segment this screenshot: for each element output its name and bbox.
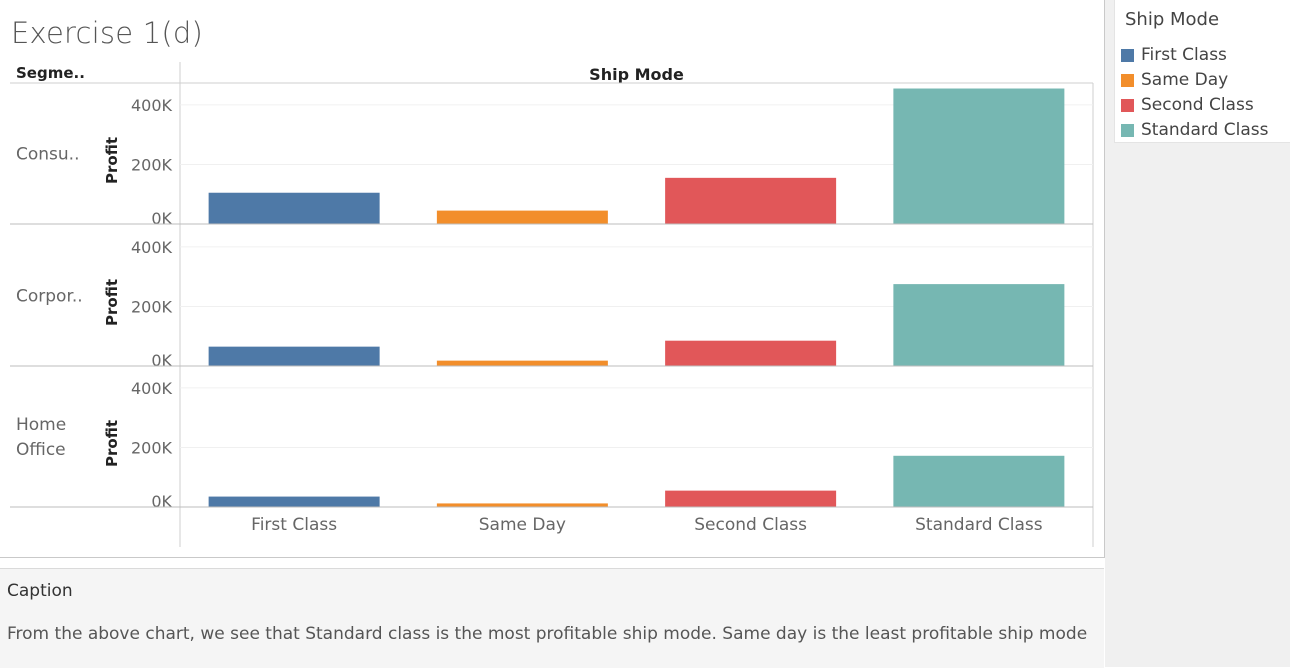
y-axis-title: Profit — [103, 137, 121, 184]
x-tick-label: Second Class — [694, 515, 807, 535]
y-axis-title: Profit — [103, 279, 121, 326]
bar-second-class — [665, 177, 837, 224]
bar-second-class — [665, 490, 837, 507]
y-tick-label: 400K — [131, 96, 173, 115]
legend-item-same-day[interactable]: Same Day — [1121, 70, 1228, 90]
sheet-title: Exercise 1(d) — [11, 16, 203, 50]
column-header: Ship Mode — [589, 65, 684, 84]
bar-second-class — [665, 340, 837, 366]
worksheet: Exercise 1(d) Segme.. Ship Mode Consu.. Pro… — [0, 0, 1105, 558]
legend-swatch — [1121, 98, 1134, 112]
bar-same-day — [436, 503, 608, 507]
legend-item-standard-class[interactable]: Standard Class — [1121, 120, 1268, 140]
segment-label: Consu.. — [16, 145, 79, 165]
y-axis-title: Profit — [103, 420, 121, 467]
segment-label: Corpor.. — [16, 287, 83, 307]
x-tick-label: Standard Class — [915, 515, 1043, 535]
caption-panel: Caption From the above chart, we see tha… — [0, 568, 1104, 668]
segment-label: Office — [16, 440, 66, 460]
bar-chart: Segme.. Ship Mode Consu.. Profit 0K 200K 400K C… — [10, 62, 1094, 547]
legend-item-first-class[interactable]: First Class — [1121, 45, 1227, 65]
legend-swatch — [1121, 123, 1134, 137]
legend-item-second-class[interactable]: Second Class — [1121, 95, 1254, 115]
legend-label: Second Class — [1141, 95, 1254, 115]
legend-label: Standard Class — [1141, 120, 1269, 140]
y-tick-label: 200K — [131, 155, 173, 174]
caption-text: From the above chart, we see that Standa… — [7, 624, 1088, 644]
y-tick-label: 400K — [131, 238, 173, 257]
bar-first-class — [208, 192, 380, 224]
y-tick-label: 200K — [131, 297, 173, 316]
y-tick-label: 0K — [151, 492, 172, 511]
bar-standard-class — [893, 455, 1065, 507]
y-tick-label: 0K — [151, 351, 172, 370]
legend-swatch — [1121, 48, 1134, 62]
legend-title: Ship Mode — [1125, 9, 1220, 30]
y-tick-label: 200K — [131, 438, 173, 457]
bar-standard-class — [893, 284, 1065, 366]
legend-swatch — [1121, 73, 1134, 87]
y-tick-label: 400K — [131, 379, 173, 398]
legend-label: First Class — [1141, 45, 1227, 65]
bar-first-class — [208, 496, 380, 507]
legend-label: Same Day — [1141, 70, 1229, 90]
bar-same-day — [436, 210, 608, 224]
bar-first-class — [208, 346, 380, 366]
segment-label: Home — [16, 415, 66, 435]
bar-same-day — [436, 360, 608, 366]
caption-title: Caption — [7, 581, 73, 601]
row-header: Segme.. — [16, 64, 85, 82]
x-tick-label: First Class — [251, 515, 337, 535]
legend: Ship Mode First Class Same Day Second Cl… — [1114, 0, 1290, 143]
y-tick-label: 0K — [151, 209, 172, 228]
bar-standard-class — [893, 88, 1065, 224]
x-tick-label: Same Day — [479, 515, 566, 535]
